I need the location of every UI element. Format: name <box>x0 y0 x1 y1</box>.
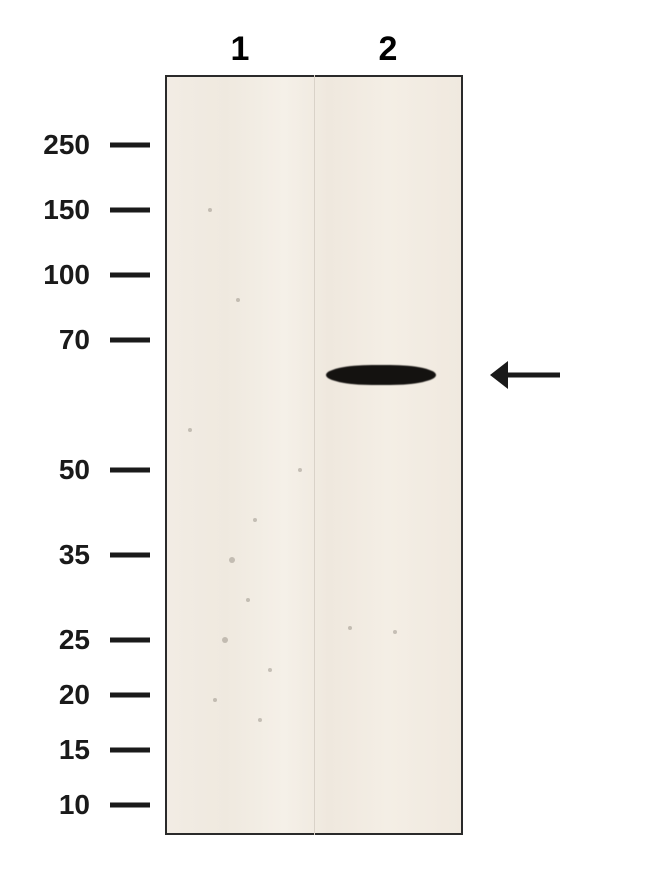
mw-tick-150 <box>110 208 150 213</box>
mw-label-150: 150 <box>43 194 90 226</box>
speck <box>253 518 257 522</box>
mw-label-100: 100 <box>43 259 90 291</box>
band-lane2-65kda <box>326 365 436 385</box>
lane-divider <box>314 75 315 835</box>
speck <box>258 718 262 722</box>
mw-tick-50 <box>110 468 150 473</box>
mw-tick-25 <box>110 638 150 643</box>
arrow-shaft <box>504 373 560 378</box>
mw-tick-100 <box>110 273 150 278</box>
lane-label-1: 1 <box>231 30 250 69</box>
speck <box>348 626 352 630</box>
mw-tick-20 <box>110 693 150 698</box>
mw-label-25: 25 <box>59 624 90 656</box>
mw-label-250: 250 <box>43 129 90 161</box>
mw-label-50: 50 <box>59 454 90 486</box>
speck <box>188 428 192 432</box>
arrow-head <box>490 361 508 389</box>
speck <box>208 208 212 212</box>
target-arrow <box>490 361 560 389</box>
mw-tick-70 <box>110 338 150 343</box>
mw-tick-35 <box>110 553 150 558</box>
speck <box>236 298 240 302</box>
mw-label-35: 35 <box>59 539 90 571</box>
lane-label-2: 2 <box>379 30 398 69</box>
mw-tick-250 <box>110 143 150 148</box>
mw-label-15: 15 <box>59 734 90 766</box>
speck <box>246 598 250 602</box>
speck <box>298 468 302 472</box>
speck <box>222 637 228 643</box>
mw-label-20: 20 <box>59 679 90 711</box>
mw-label-10: 10 <box>59 789 90 821</box>
mw-tick-15 <box>110 748 150 753</box>
speck <box>213 698 217 702</box>
mw-tick-10 <box>110 803 150 808</box>
speck <box>268 668 272 672</box>
mw-label-70: 70 <box>59 324 90 356</box>
blot-figure: 1 2 250 150 100 70 50 35 25 20 15 10 <box>0 0 650 870</box>
speck <box>393 630 397 634</box>
speck <box>229 557 235 563</box>
